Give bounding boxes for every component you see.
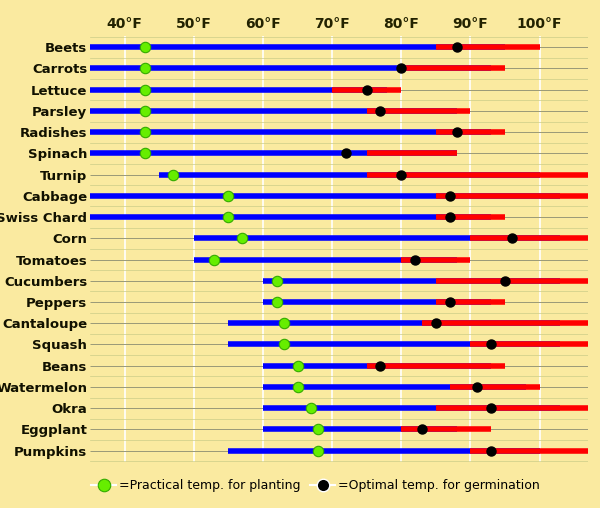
Legend: =Practical temp. for planting, =Optimal temp. for germination: =Practical temp. for planting, =Optimal … [91, 480, 539, 492]
